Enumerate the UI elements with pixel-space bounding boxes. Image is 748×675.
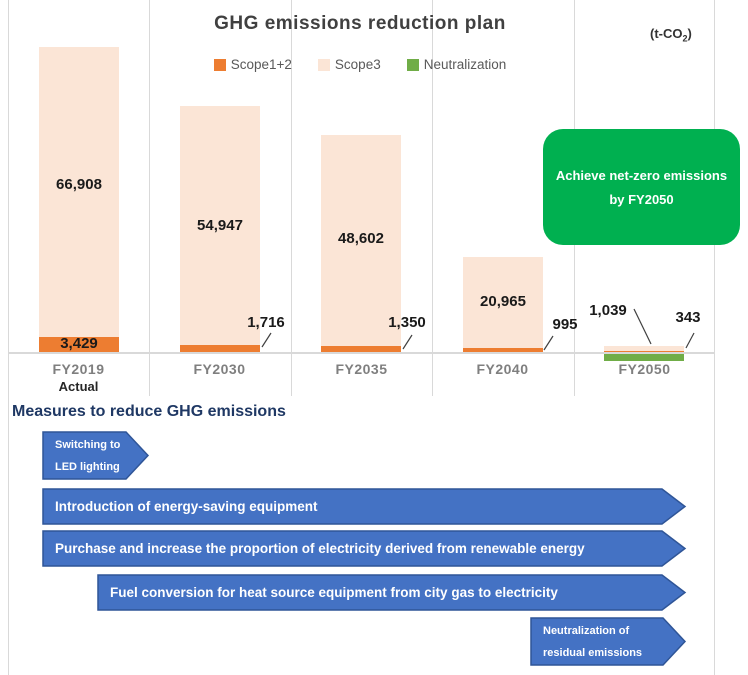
value-label-scope12-fy2040: 995 [552,316,578,333]
gridline-right [714,0,715,675]
bar-fy2019-scope3 [39,47,119,337]
legend-item-neutralization: Neutralization [406,57,507,72]
value-label-scope3-fy2019: 66,908 [56,176,102,193]
value-label-scope3-fy2035: 48,602 [338,230,384,247]
value-label-scope12-fy2035: 1,350 [388,314,426,331]
x-label-fy2030: FY2030 [193,361,246,377]
x-sublabel-actual: Actual [58,379,99,394]
measure-label: Switching to LED lighting [55,438,121,473]
bar-fy2035-scope12 [321,346,401,352]
measure-arrow-energy-saving: Introduction of energy-saving equipment [42,488,687,525]
unit-text: (t-CO [650,26,683,41]
chart-legend: Scope1+2 Scope3 Neutralization [0,57,720,72]
x-label-fy2019: FY2019 [52,361,105,377]
bar-fy2030-scope12 [180,345,260,352]
bar-fy2019-scope12 [39,337,119,352]
measure-arrow-led-lighting: Switching to LED lighting [42,431,150,480]
value-label-scope3-fy2040: 20,965 [480,293,526,310]
legend-item-scope3: Scope3 [317,57,381,72]
legend-label: Scope3 [334,57,381,72]
legend-label: Neutralization [423,57,507,72]
bar-fy2050-scope3 [604,346,684,351]
callout-line1: Achieve net-zero emissions [555,167,728,183]
chart-title: GHG emissions reduction plan [214,13,506,34]
bar-fy2050-scope12 [604,350,684,352]
x-label-fy2050: FY2050 [618,361,671,377]
gridline [149,0,150,396]
value-label-scope3-fy2050: 1,039 [589,302,627,319]
gridline-left [8,0,9,675]
bar-fy2040-scope3 [463,257,543,348]
axis-unit-label: (t-CO2) [650,26,740,44]
unit-text-close: ) [687,26,692,41]
gridline [432,0,433,396]
value-label-scope3-fy2030: 54,947 [197,217,243,234]
measure-arrow-neutralization: Neutralization of residual emissions [530,617,687,666]
value-label-scope12-fy2019: 3,429 [60,335,98,352]
measure-label: Fuel conversion for heat source equipmen… [110,585,558,600]
gridline [291,0,292,396]
bar-fy2050-neutralization [604,354,684,361]
callout-line2: by FY2050 [609,191,674,207]
measure-arrow-renewable-energy: Purchase and increase the proportion of … [42,530,687,567]
legend-label: Scope1+2 [230,57,292,72]
scope3-swatch-icon [317,58,330,71]
measures-heading: Measures to reduce GHG emissions [12,403,286,420]
bar-fy2035-scope3 [321,135,401,346]
bar-fy2030-scope3 [180,106,260,345]
measure-arrow-fuel-conversion: Fuel conversion for heat source equipmen… [97,574,687,611]
measure-label: Neutralization of residual emissions [543,624,643,659]
net-zero-callout: Achieve net-zero emissions by FY2050 [543,129,740,245]
x-label-fy2035: FY2035 [335,361,388,377]
measure-label: Introduction of energy-saving equipment [55,499,318,514]
x-label-fy2040: FY2040 [476,361,529,377]
x-axis-line [8,352,715,354]
bar-fy2040-scope12 [463,348,543,352]
value-label-scope12-fy2050: 343 [675,309,701,326]
neutralization-swatch-icon [406,58,419,71]
legend-item-scope12: Scope1+2 [213,57,292,72]
unit-subscript: 2 [682,33,688,44]
value-label-scope12-fy2030: 1,716 [247,314,285,331]
measure-label: Purchase and increase the proportion of … [55,541,585,556]
scope12-swatch-icon [213,58,226,71]
